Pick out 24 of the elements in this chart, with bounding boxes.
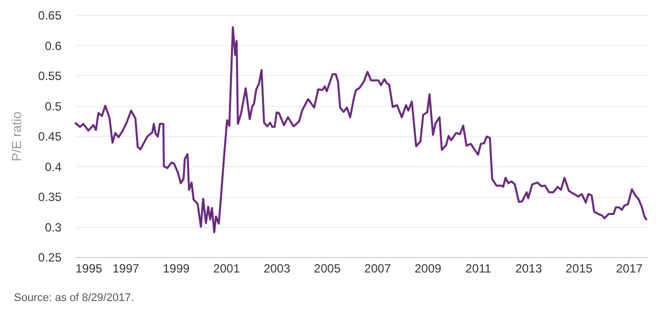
y-tick-label: 0.4 (44, 160, 62, 174)
x-tick-label: 1995 (76, 262, 103, 276)
x-tick-label: 2011 (465, 262, 492, 276)
y-tick-label: 0.3 (44, 220, 62, 234)
x-tick-label: 1999 (162, 262, 190, 276)
y-tick-label: 0.5 (44, 99, 62, 114)
y-tick-label: 0.45 (38, 130, 62, 144)
x-tick-label: 2015 (566, 262, 593, 276)
x-tick-label: 2001 (213, 262, 240, 276)
x-tick-label: 2009 (414, 262, 442, 276)
y-tick-label: 0.55 (38, 69, 62, 83)
y-axis-title: P/E ratio (9, 112, 24, 162)
x-tick-label: 2007 (364, 262, 392, 276)
x-tick-label: 2013 (515, 262, 542, 276)
x-tick-label: 1997 (112, 262, 140, 276)
x-tick-label: 2017 (616, 262, 644, 276)
y-tick-label: 0.35 (38, 190, 62, 204)
line-series (74, 26, 648, 234)
source-note: Source: as of 8/29/2017. (14, 292, 134, 304)
x-tick-label: 2003 (264, 262, 291, 276)
y-tick-label: 0.25 (38, 250, 62, 264)
x-tick-label: 2005 (314, 262, 341, 276)
y-tick-label: 0.6 (44, 38, 62, 53)
y-tick-label: 0.65 (38, 8, 62, 22)
